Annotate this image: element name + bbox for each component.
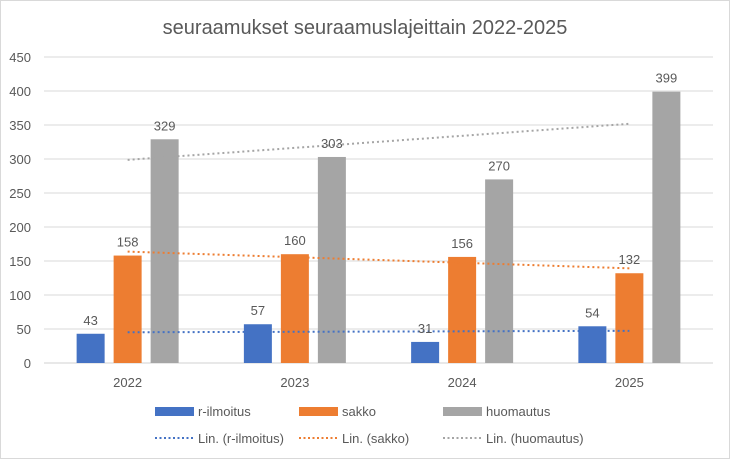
legend-label: r-ilmoitus bbox=[198, 404, 251, 419]
legend-swatch-r-ilmoitus bbox=[155, 407, 194, 416]
legend-swatch-sakko bbox=[299, 407, 338, 416]
legend-label: Lin. (sakko) bbox=[342, 431, 409, 446]
x-tick-label: 2025 bbox=[615, 375, 644, 390]
legend-label: sakko bbox=[342, 404, 376, 419]
bar-sakko bbox=[448, 256, 477, 363]
data-label: 270 bbox=[488, 158, 510, 173]
x-tick-label: 2024 bbox=[448, 375, 477, 390]
data-label: 160 bbox=[284, 233, 306, 248]
data-label: 132 bbox=[619, 252, 641, 267]
data-label: 158 bbox=[117, 235, 139, 250]
y-tick-label: 250 bbox=[9, 186, 31, 201]
data-label: 57 bbox=[251, 303, 265, 318]
bar-huomautus bbox=[150, 139, 179, 363]
x-tick-label: 2022 bbox=[113, 375, 142, 390]
legend-swatch-huomautus bbox=[443, 407, 482, 416]
data-label: 329 bbox=[154, 118, 176, 133]
trendline-huomautus bbox=[127, 122, 630, 161]
bar-r-ilmoitus bbox=[243, 324, 272, 363]
bar-huomautus bbox=[485, 179, 514, 363]
y-tick-label: 50 bbox=[17, 322, 31, 337]
y-tick-label: 300 bbox=[9, 152, 31, 167]
y-tick-label: 100 bbox=[9, 288, 31, 303]
y-tick-label: 400 bbox=[9, 84, 31, 99]
bar-sakko bbox=[113, 255, 142, 363]
legend-label: Lin. (huomautus) bbox=[486, 431, 584, 446]
data-label: 54 bbox=[585, 305, 599, 320]
bar-r-ilmoitus bbox=[578, 326, 607, 363]
bar-huomautus bbox=[317, 156, 346, 363]
bar-r-ilmoitus bbox=[76, 333, 105, 363]
trendline-sakko bbox=[127, 250, 630, 270]
bar-r-ilmoitus bbox=[411, 341, 440, 363]
y-tick-label: 350 bbox=[9, 118, 31, 133]
data-label: 31 bbox=[418, 321, 432, 336]
trendline-r-ilmoitus bbox=[127, 329, 630, 334]
y-tick-label: 150 bbox=[9, 254, 31, 269]
bar-sakko bbox=[280, 254, 309, 363]
legend-label: Lin. (r-ilmoitus) bbox=[198, 431, 284, 446]
y-tick-label: 200 bbox=[9, 220, 31, 235]
data-label: 303 bbox=[321, 136, 343, 151]
data-label: 156 bbox=[451, 236, 473, 251]
x-tick-label: 2023 bbox=[280, 375, 309, 390]
bar-sakko bbox=[615, 273, 644, 363]
data-label: 43 bbox=[83, 313, 97, 328]
y-tick-label: 450 bbox=[9, 50, 31, 65]
chart-title: seuraamukset seuraamuslajeittain 2022-20… bbox=[163, 17, 568, 39]
bar-huomautus bbox=[652, 91, 681, 364]
y-tick-label: 0 bbox=[24, 356, 31, 371]
data-label: 399 bbox=[656, 71, 678, 86]
legend-label: huomautus bbox=[486, 404, 551, 419]
